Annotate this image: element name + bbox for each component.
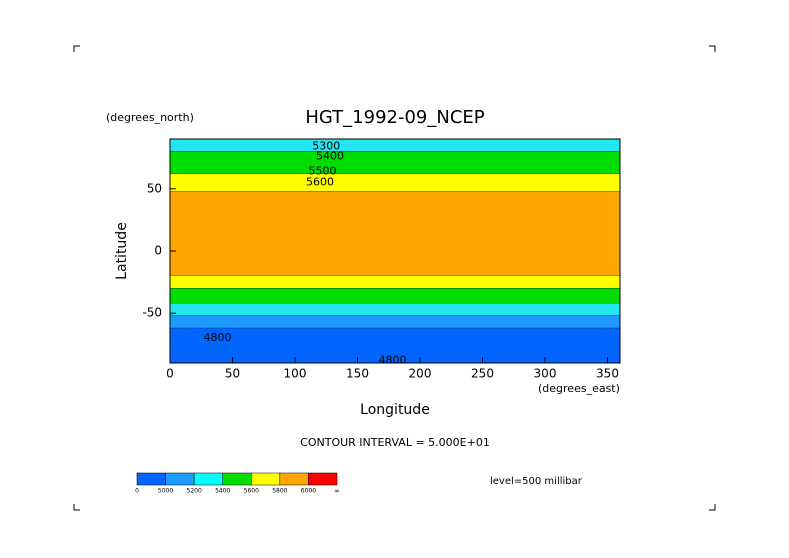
colorbar-label: 5800 [272, 488, 287, 495]
chart-title: HGT_1992-09_NCEP [305, 107, 484, 128]
colorbar-label: 0 [135, 488, 139, 495]
x-units: (degrees_east) [538, 382, 620, 395]
contour-label: 5500 [309, 164, 337, 177]
x-tick-label: 50 [225, 367, 240, 381]
y-axis-label: Latitude [114, 222, 130, 280]
x-tick-label: 300 [534, 367, 557, 381]
x-axis-label: Longitude [360, 402, 430, 418]
x-tick-label: 200 [409, 367, 432, 381]
filled-band [170, 315, 620, 329]
x-tick-label: 150 [346, 367, 369, 381]
contour-interval: CONTOUR INTERVAL = 5.000E+01 [300, 436, 490, 449]
filled-band [170, 173, 620, 192]
contour-label: 5300 [312, 139, 340, 152]
filled-band [170, 275, 620, 289]
colorbar-box [279, 472, 309, 486]
colorbar-box [165, 472, 195, 486]
colorbar-label: 5000 [158, 488, 173, 495]
colorbar-label: ∞ [334, 487, 340, 495]
y-tick-label: -50 [142, 306, 162, 320]
filled-band [170, 303, 620, 316]
y-tick-label: 0 [154, 244, 162, 258]
filled-band [170, 288, 620, 304]
colorbar-box [222, 472, 252, 486]
x-tick-label: 350 [596, 367, 619, 381]
level-label: level=500 millibar [490, 476, 583, 487]
colorbar-label: 5400 [215, 488, 230, 495]
contour-label: 5400 [316, 149, 344, 162]
filled-band [170, 139, 620, 152]
contour-label: 4800 [204, 331, 232, 344]
filled-band [170, 151, 620, 174]
y-tick-label: 50 [147, 181, 162, 195]
colorbar-label: 5600 [244, 488, 259, 495]
x-tick-label: 100 [284, 367, 307, 381]
colorbar-box [251, 472, 281, 486]
colorbar-label: 6000 [301, 488, 316, 495]
colorbar-label: 5200 [187, 488, 202, 495]
colorbar-box [308, 472, 338, 486]
x-tick-label: 250 [471, 367, 494, 381]
colorbar-box [136, 472, 166, 486]
x-tick-label: 0 [166, 367, 174, 381]
corner-marks [73, 45, 716, 511]
contour-label: 4800 [379, 354, 407, 367]
y-units: (degrees_north) [106, 111, 194, 124]
colorbar-box [193, 472, 223, 486]
contour-label: 5600 [306, 176, 334, 189]
filled-band [170, 191, 620, 276]
